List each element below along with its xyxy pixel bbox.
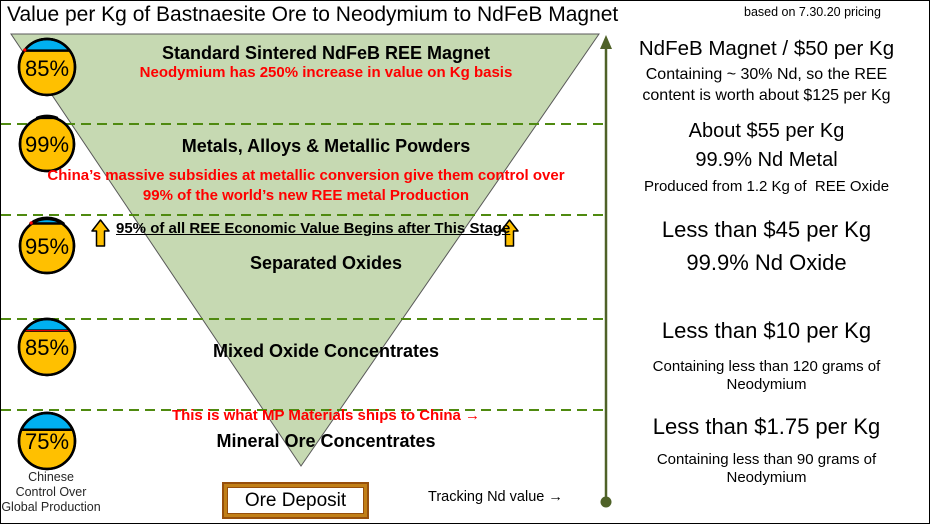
svg-text:99%: 99% <box>25 132 69 157</box>
svg-text:85%: 85% <box>25 335 69 360</box>
svg-text:75%: 75% <box>25 429 69 454</box>
svg-text:85%: 85% <box>25 56 69 81</box>
svg-text:95%: 95% <box>25 234 69 259</box>
